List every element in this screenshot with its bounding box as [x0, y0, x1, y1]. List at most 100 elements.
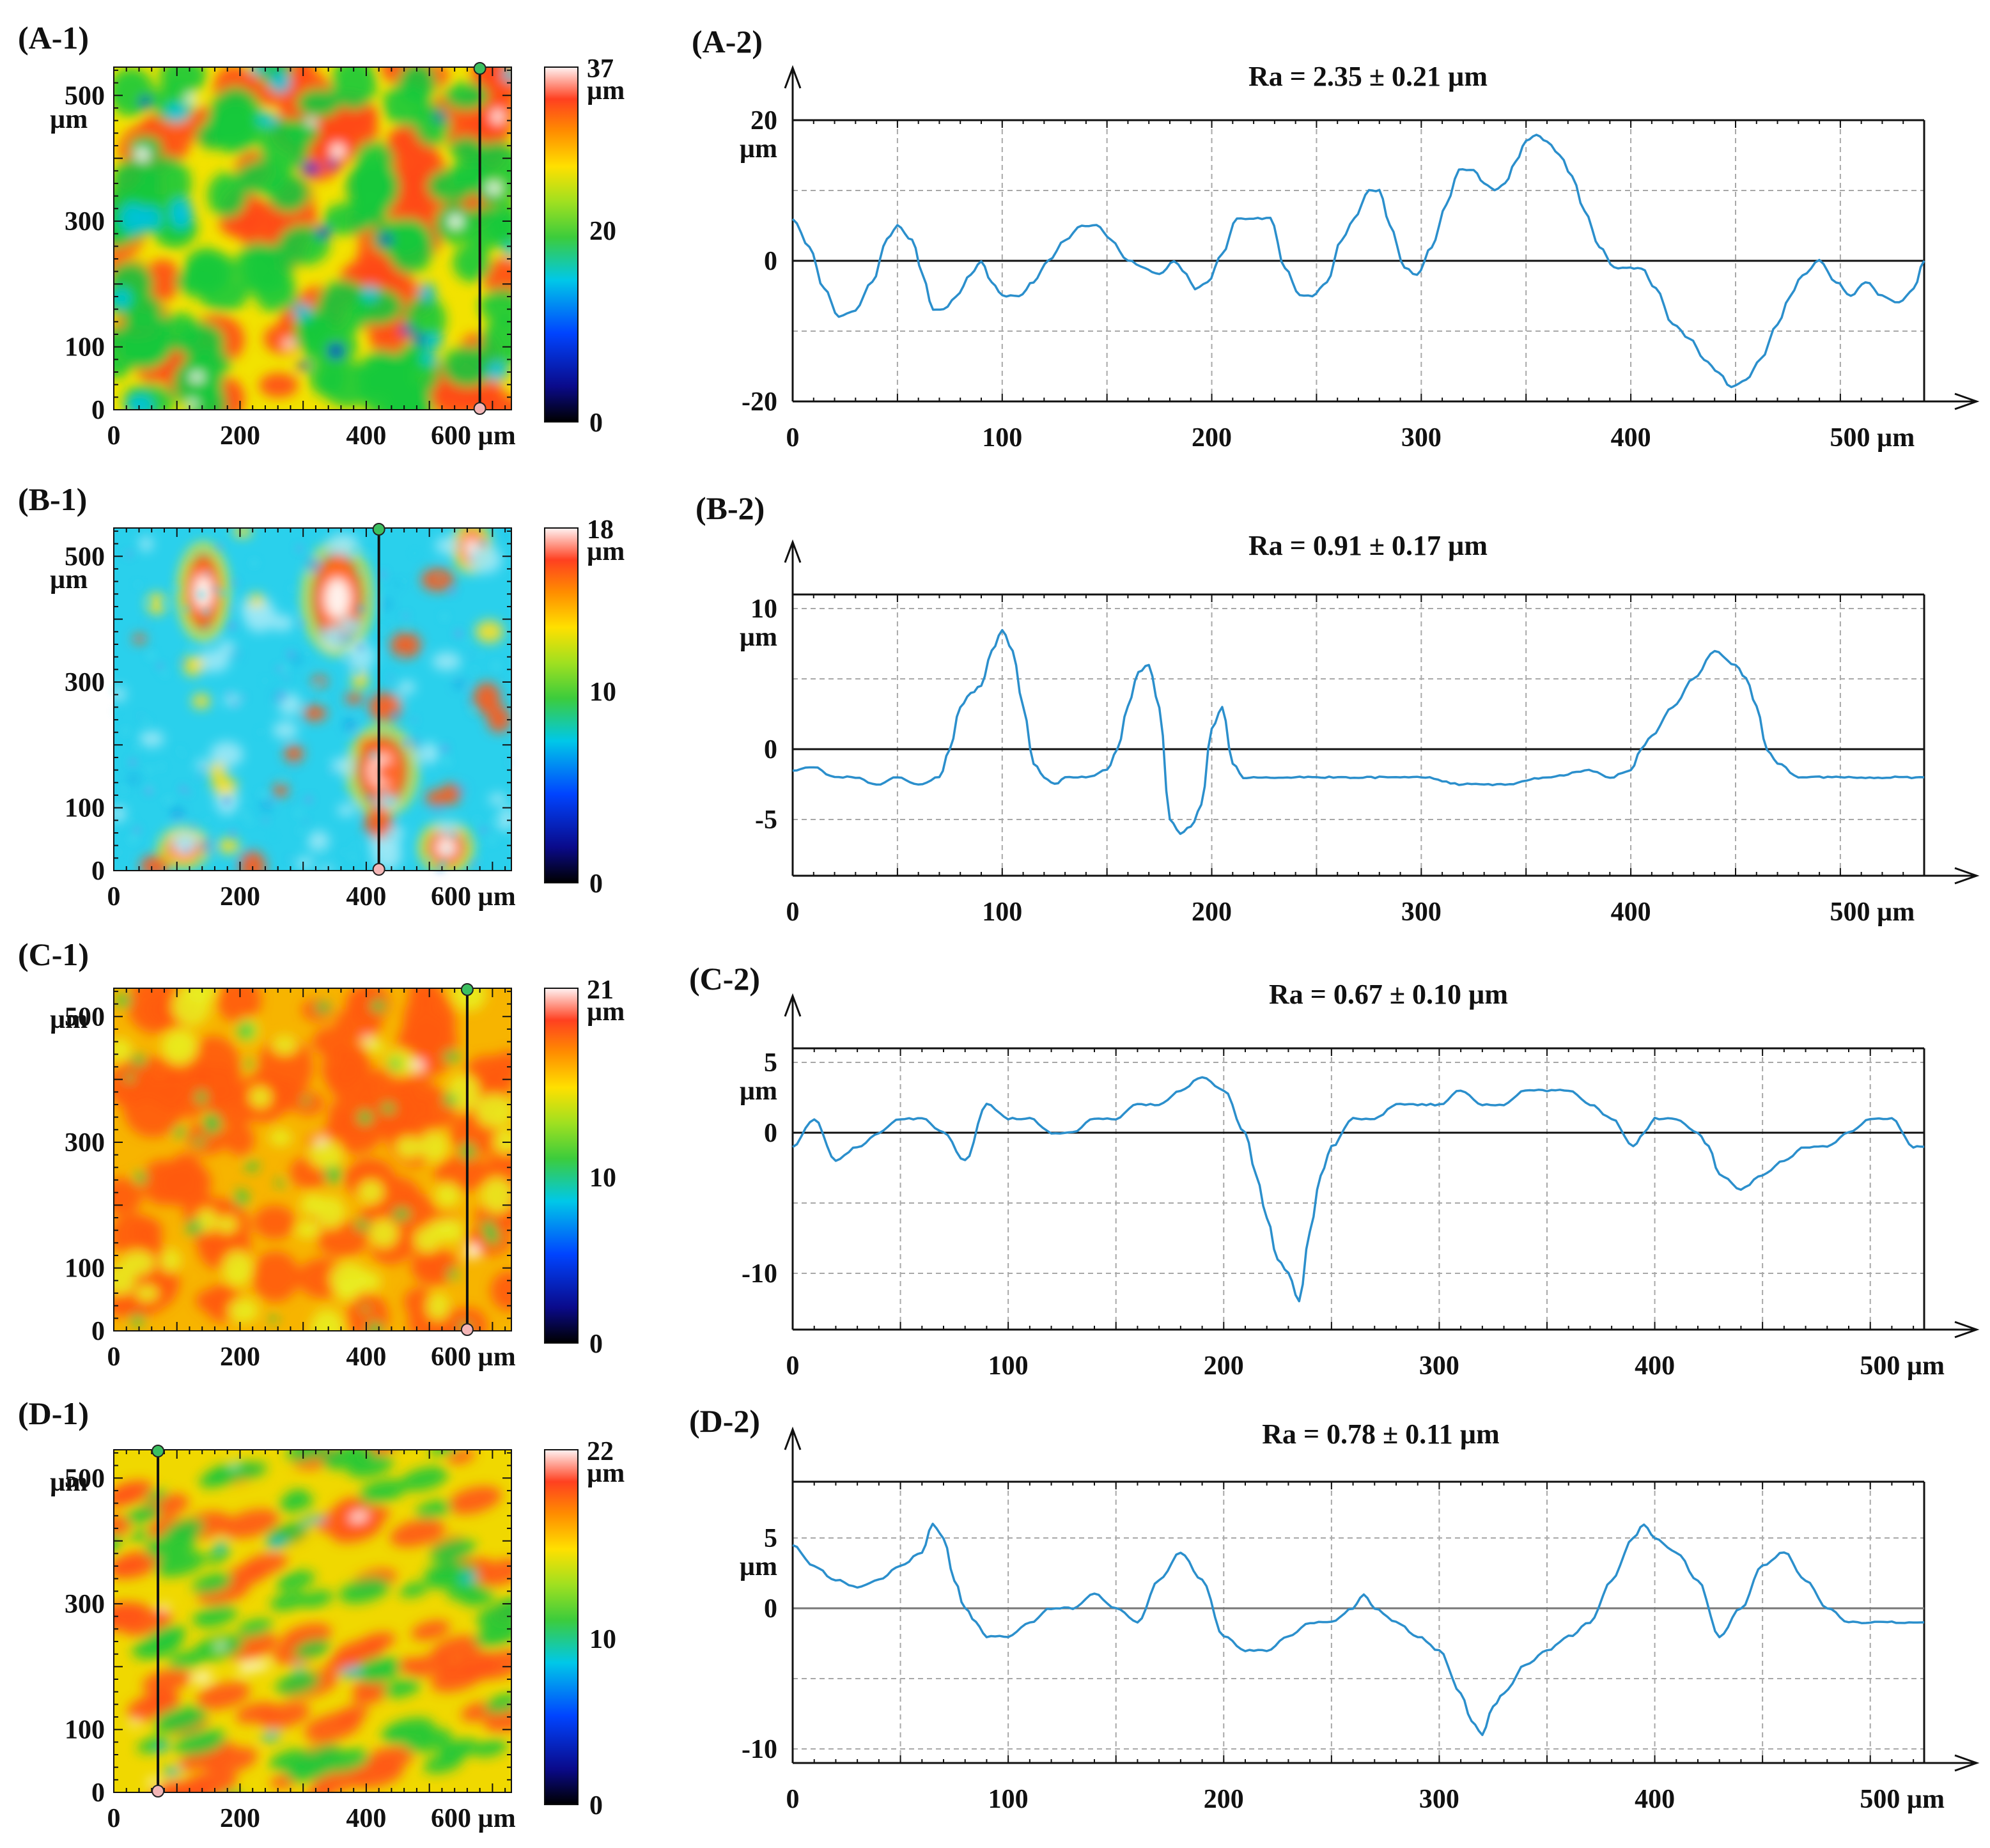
colorbar-min-c: 0 [589, 1330, 603, 1359]
scan-line-start-marker-d [152, 1445, 165, 1457]
map-label-b: (B-1) [18, 481, 87, 517]
map-y-tick-b: 100 [65, 794, 105, 823]
y-tick-label-d: 0 [764, 1594, 777, 1624]
x-tick-label-d: 100 [988, 1785, 1029, 1814]
map-y-unit-a: µm [50, 105, 88, 134]
colorbar-unit-a: µm [587, 76, 625, 105]
map-x-tick-d: 600 µm [431, 1804, 516, 1833]
map-y-tick-c: 100 [65, 1254, 105, 1284]
chart-label-c: (C-2) [689, 961, 760, 997]
map-y-tick-c: 300 [65, 1128, 105, 1158]
map-y-unit-c: µm [50, 1005, 88, 1034]
map-label-a: (A-1) [18, 20, 89, 56]
scan-line-end-marker-b [372, 863, 385, 876]
colorbar-mid-d: 10 [589, 1625, 616, 1654]
map-y-tick-a: 100 [65, 333, 105, 362]
x-tick-label-c: 0 [786, 1351, 800, 1381]
chart-title-c: Ra = 0.67 ± 0.10 µm [1269, 979, 1508, 1010]
y-axis-arrow-b [784, 539, 802, 563]
x-tick-label-c: 400 [1635, 1351, 1675, 1381]
chart-label-b: (B-2) [696, 490, 765, 526]
y-axis-arrow-d [784, 1426, 802, 1450]
x-tick-label-b: 100 [982, 897, 1022, 927]
map-x-tick-d: 200 [220, 1804, 260, 1833]
map-x-tick-b: 0 [107, 882, 121, 912]
colorbar-gradient-a [544, 66, 579, 423]
chart-title-d: Ra = 0.78 ± 0.11 µm [1262, 1418, 1500, 1450]
x-tick-label-b: 400 [1611, 897, 1651, 927]
x-tick-label-c: 100 [988, 1351, 1029, 1381]
profile-line-c [792, 1076, 1925, 1303]
chart-title-a: Ra = 2.35 ± 0.21 µm [1248, 61, 1488, 92]
colorbar-max-b: 18 [587, 515, 614, 545]
x-tick-label-b: 300 [1401, 897, 1442, 927]
colorbar-min-b: 0 [589, 869, 603, 899]
y-tick-label-d: -10 [742, 1735, 777, 1764]
colorbar-gradient-c [544, 988, 579, 1344]
x-tick-label-c: 200 [1204, 1351, 1244, 1381]
map-y-tick-d: 500 [65, 1464, 105, 1493]
x-tick-label-a: 100 [982, 423, 1022, 453]
map-texture-b [114, 528, 511, 871]
map-axes-c: 0 200 400 600 µm 0 100 300 500 [65, 983, 516, 1372]
map-y-tick-b: 300 [65, 668, 105, 697]
x-tick-label-a: 400 [1611, 423, 1651, 453]
scan-line-end-marker-a [473, 402, 486, 415]
chart-label-d: (D-2) [689, 1403, 760, 1439]
map-y-tick-d: 0 [91, 1778, 105, 1808]
colorbar-a: 37 µm 20 0 [544, 54, 625, 438]
map-x-tick-c: 200 [220, 1342, 260, 1372]
map-x-tick-a: 0 [107, 421, 121, 451]
colorbar-gradient-d [544, 1449, 579, 1805]
x-tick-label-b: 500 µm [1830, 897, 1915, 927]
y-unit-label-b: µm [740, 623, 777, 652]
y-axis-arrow-c [784, 993, 802, 1017]
x-tick-label-a: 200 [1192, 423, 1232, 453]
map-y-unit-b: µm [50, 565, 88, 594]
y-tick-label-b: 0 [764, 735, 777, 765]
map-x-tick-a: 600 µm [431, 421, 516, 451]
map-x-tick-b: 600 µm [431, 882, 516, 912]
x-tick-label-d: 200 [1204, 1785, 1244, 1814]
x-tick-label-a: 500 µm [1830, 423, 1915, 453]
scan-line-start-marker-c [460, 983, 474, 996]
profile-chart-c: 0 100 200 300 400 500 µm 5 0 -10 µm [740, 993, 1980, 1381]
colorbar-unit-c: µm [587, 997, 625, 1027]
y-tick-label-d: 5 [764, 1524, 777, 1553]
colorbar-min-d: 0 [589, 1791, 603, 1821]
height-map-b [113, 527, 512, 873]
map-y-tick-a: 300 [65, 207, 105, 237]
x-tick-label-a: 300 [1401, 423, 1442, 453]
colorbar-max-c: 21 [587, 975, 614, 1005]
colorbar-c: 21 µm 10 0 [544, 975, 625, 1359]
map-x-tick-c: 600 µm [431, 1342, 516, 1372]
map-x-tick-b: 200 [220, 882, 260, 912]
map-x-tick-d: 400 [346, 1804, 386, 1833]
colorbar-b: 18 µm 10 0 [544, 515, 625, 899]
x-tick-label-d: 500 µm [1860, 1785, 1945, 1814]
map-y-tick-c: 0 [91, 1317, 105, 1346]
map-label-d: (D-1) [18, 1395, 89, 1431]
y-tick-label-c: -10 [742, 1259, 777, 1289]
map-y-tick-a: 0 [91, 396, 105, 425]
y-tick-label-a: -20 [742, 387, 777, 417]
x-axis-arrow-d [1954, 1754, 1980, 1772]
colorbar-max-a: 37 [587, 54, 614, 84]
colorbar-mid-c: 10 [589, 1163, 616, 1193]
map-x-tick-d: 0 [107, 1804, 121, 1833]
y-tick-label-c: 5 [764, 1048, 777, 1078]
colorbar-d: 22 µm 10 0 [544, 1437, 625, 1821]
profile-line-b [792, 628, 1925, 835]
map-label-c: (C-1) [18, 936, 89, 972]
y-tick-label-a: 20 [750, 106, 777, 136]
map-texture-a [114, 67, 511, 410]
y-unit-label-d: µm [740, 1552, 777, 1581]
scan-line-start-marker-b [372, 523, 385, 536]
map-axes-b: 0 200 400 600 µm 0 100 300 500 [65, 523, 516, 912]
map-y-tick-d: 100 [65, 1716, 105, 1745]
y-tick-label-a: 0 [764, 247, 777, 276]
colorbar-mid-b: 10 [589, 678, 616, 707]
